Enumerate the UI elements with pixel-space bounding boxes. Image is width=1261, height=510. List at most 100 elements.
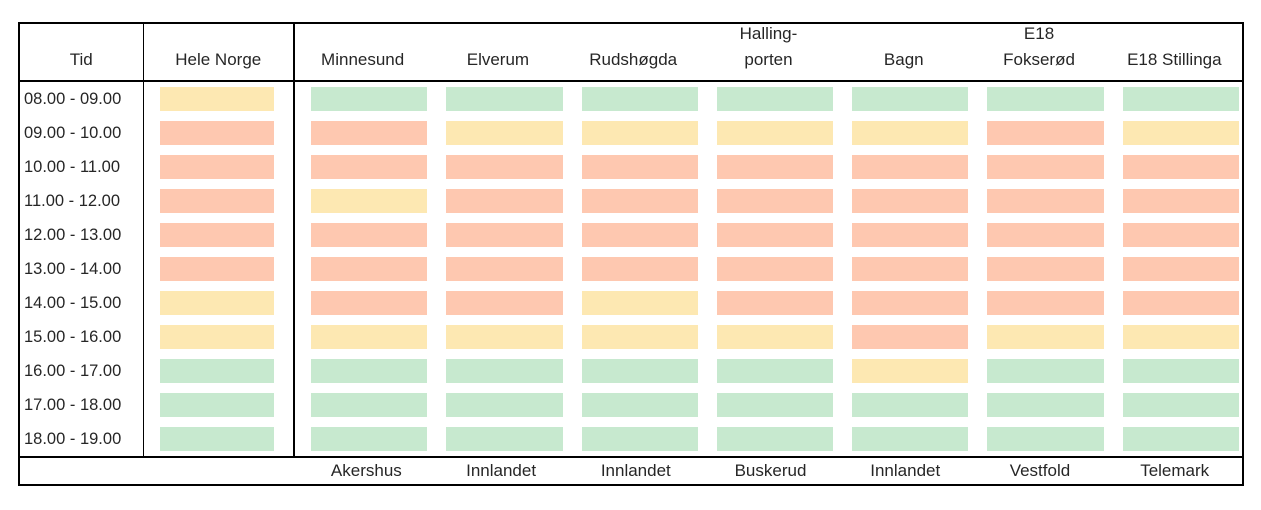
status-cell-rudshogda bbox=[566, 184, 701, 218]
status-bar bbox=[716, 325, 834, 349]
status-bar bbox=[446, 189, 563, 213]
status-cell-elverum bbox=[430, 320, 565, 354]
status-bar bbox=[581, 155, 698, 179]
status-bar bbox=[987, 325, 1104, 349]
status-bar bbox=[446, 427, 563, 451]
status-cell-elverum bbox=[430, 184, 565, 218]
footer-spacer-national bbox=[145, 458, 299, 484]
time-label: 12.00 - 13.00 bbox=[20, 218, 144, 252]
status-bar bbox=[987, 393, 1104, 417]
status-bar bbox=[311, 87, 428, 111]
status-bar bbox=[987, 257, 1104, 281]
status-bar bbox=[1122, 393, 1239, 417]
status-cell-elverum bbox=[430, 388, 565, 422]
footer-spacer-time bbox=[20, 458, 145, 484]
status-cell-rudshogda bbox=[566, 82, 701, 116]
region-label-innlandet-1: Innlandet bbox=[466, 461, 537, 480]
status-cell-hallingporten bbox=[701, 82, 836, 116]
time-label: 13.00 - 14.00 bbox=[20, 252, 144, 286]
status-bar bbox=[446, 359, 563, 383]
status-cell-rudshogda bbox=[566, 252, 701, 286]
status-cell-hallingporten bbox=[701, 184, 836, 218]
table-row: 14.00 - 15.00 bbox=[20, 286, 1242, 320]
status-cell-bagn bbox=[836, 150, 971, 184]
status-bar bbox=[581, 121, 698, 145]
status-cell-hele-norge bbox=[144, 388, 295, 422]
status-bar bbox=[311, 291, 428, 315]
status-bar bbox=[581, 87, 698, 111]
status-cell-minnesund bbox=[295, 388, 430, 422]
status-cell-e18-stillinga bbox=[1107, 252, 1242, 286]
column-header-hallingporten: Halling- porten bbox=[701, 24, 836, 80]
header-line2: Minnesund bbox=[321, 50, 405, 69]
status-cell-e18-stillinga bbox=[1107, 388, 1242, 422]
status-cell-bagn bbox=[836, 320, 971, 354]
status-cell-hele-norge bbox=[144, 184, 295, 218]
status-bar bbox=[1122, 427, 1239, 451]
status-cell-e18-fokserod bbox=[971, 286, 1106, 320]
status-cell-e18-stillinga bbox=[1107, 82, 1242, 116]
status-cell-minnesund bbox=[295, 116, 430, 150]
status-cell-bagn bbox=[836, 82, 971, 116]
status-cell-hele-norge bbox=[144, 150, 295, 184]
status-cell-hallingporten bbox=[701, 116, 836, 150]
status-cell-bagn bbox=[836, 354, 971, 388]
status-bar bbox=[852, 427, 969, 451]
region-footer-row: Akershus Innlandet Innlandet Buskerud In… bbox=[20, 456, 1242, 484]
status-cell-elverum bbox=[430, 354, 565, 388]
status-bar bbox=[1122, 359, 1239, 383]
status-bar bbox=[311, 155, 428, 179]
status-cell-hallingporten bbox=[701, 218, 836, 252]
status-bar bbox=[852, 121, 969, 145]
status-bar bbox=[159, 359, 274, 383]
status-cell-rudshogda bbox=[566, 320, 701, 354]
status-cell-rudshogda bbox=[566, 116, 701, 150]
table-row: 11.00 - 12.00 bbox=[20, 184, 1242, 218]
time-label: 18.00 - 19.00 bbox=[20, 422, 144, 456]
status-cell-bagn bbox=[836, 422, 971, 456]
status-cell-hele-norge bbox=[144, 116, 295, 150]
status-cell-e18-stillinga bbox=[1107, 422, 1242, 456]
status-bar bbox=[852, 155, 969, 179]
status-bar bbox=[446, 223, 563, 247]
status-bar bbox=[581, 223, 698, 247]
status-bar bbox=[311, 359, 428, 383]
status-bar bbox=[1122, 121, 1239, 145]
status-bar bbox=[581, 257, 698, 281]
status-cell-minnesund bbox=[295, 218, 430, 252]
status-bar bbox=[159, 87, 274, 111]
status-cell-e18-fokserod bbox=[971, 252, 1106, 286]
status-bar bbox=[716, 189, 834, 213]
column-header-e18-stillinga: E18 Stillinga bbox=[1107, 24, 1242, 80]
status-cell-elverum bbox=[430, 422, 565, 456]
region-label-akershus: Akershus bbox=[330, 461, 402, 480]
status-cell-hallingporten bbox=[701, 354, 836, 388]
status-cell-minnesund bbox=[295, 82, 430, 116]
header-line2: porten bbox=[744, 50, 793, 69]
status-bar bbox=[446, 87, 563, 111]
status-bar bbox=[852, 359, 969, 383]
status-bar bbox=[1122, 155, 1239, 179]
status-bar bbox=[446, 325, 563, 349]
status-bar bbox=[446, 121, 563, 145]
status-bar bbox=[716, 155, 834, 179]
status-bar bbox=[852, 393, 969, 417]
status-cell-rudshogda bbox=[566, 218, 701, 252]
region-label-innlandet-2: Innlandet bbox=[600, 461, 671, 480]
status-bar bbox=[159, 427, 274, 451]
status-cell-bagn bbox=[836, 218, 971, 252]
status-cell-hallingporten bbox=[701, 286, 836, 320]
status-cell-hele-norge bbox=[144, 354, 295, 388]
table-row: 15.00 - 16.00 bbox=[20, 320, 1242, 354]
status-cell-bagn bbox=[836, 252, 971, 286]
status-bar bbox=[716, 393, 834, 417]
status-cell-hallingporten bbox=[701, 252, 836, 286]
header-line2: Fokserød bbox=[1003, 50, 1075, 69]
status-cell-hele-norge bbox=[144, 252, 295, 286]
status-bar bbox=[446, 291, 563, 315]
column-header-rudshogda: Rudshøgda bbox=[566, 24, 701, 80]
status-cell-e18-stillinga bbox=[1107, 184, 1242, 218]
status-cell-e18-stillinga bbox=[1107, 150, 1242, 184]
status-cell-hallingporten bbox=[701, 320, 836, 354]
national-header-label: Hele Norge bbox=[175, 50, 262, 69]
